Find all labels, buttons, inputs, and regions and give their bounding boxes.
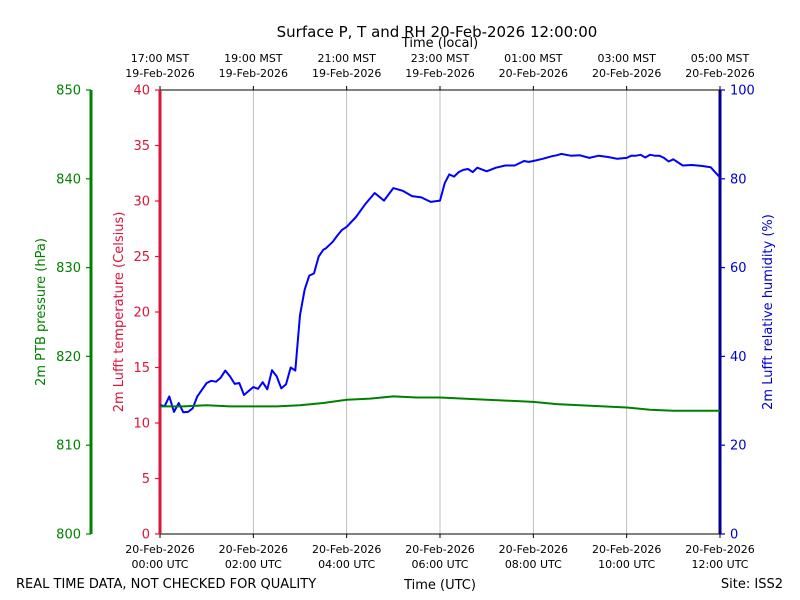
temperature-tick-label: 35 [133, 139, 150, 154]
top-tick-time: 17:00 MST [131, 52, 190, 65]
bottom-tick-date: 20-Feb-2026 [125, 543, 194, 556]
top-tick-time: 21:00 MST [317, 52, 376, 65]
pressure-tick-label: 800 [56, 528, 81, 543]
temperature-tick-label: 25 [133, 250, 150, 265]
top-time-axis: 17:00 MST 19-Feb-2026 19:00 MST 19-Feb-2026… [125, 52, 755, 90]
bottom-tick-date: 20-Feb-2026 [499, 543, 568, 556]
top-tick-date: 19-Feb-2026 [312, 67, 381, 80]
pressure-tick-label: 850 [56, 84, 81, 99]
chart-title: Surface P, T and RH 20-Feb-2026 12:00:00 [277, 23, 598, 41]
temperature-tick-label: 20 [133, 306, 150, 321]
temperature-tick-label: 10 [133, 417, 150, 432]
temperature-tick-label: 40 [133, 84, 150, 99]
bottom-tick-date: 20-Feb-2026 [219, 543, 288, 556]
top-tick-date: 19-Feb-2026 [125, 67, 194, 80]
bottom-tick-time: 10:00 UTC [598, 558, 655, 571]
bottom-tick-date: 20-Feb-2026 [312, 543, 381, 556]
pressure-tick-label: 810 [56, 439, 81, 454]
pressure-axis-label: 2m PTB pressure (hPa) [34, 238, 49, 386]
temperature-tick-label: 5 [142, 472, 150, 487]
humidity-tick-label: 100 [730, 84, 755, 99]
top-tick-date: 20-Feb-2026 [499, 67, 568, 80]
pressure-tick-label: 840 [56, 172, 81, 187]
top-tick-date: 20-Feb-2026 [685, 67, 754, 80]
bottom-tick-time: 06:00 UTC [411, 558, 468, 571]
bottom-tick-time: 08:00 UTC [505, 558, 562, 571]
humidity-axis-label: 2m Lufft relative humidity (%) [761, 214, 776, 410]
top-tick-time: 01:00 MST [504, 52, 563, 65]
top-tick-date: 19-Feb-2026 [405, 67, 474, 80]
humidity-tick-label: 40 [730, 350, 747, 365]
temperature-series-line [160, 395, 720, 412]
pressure-axis: 800 810 820 830 840 850 [56, 84, 91, 543]
quality-disclaimer: REAL TIME DATA, NOT CHECKED FOR QUALITY [16, 577, 316, 592]
bottom-tick-date: 20-Feb-2026 [685, 543, 754, 556]
humidity-axis: 0 20 40 60 80 100 [720, 84, 755, 543]
humidity-tick-label: 0 [730, 528, 738, 543]
bottom-tick-time: 02:00 UTC [225, 558, 282, 571]
top-tick-time: 05:00 MST [691, 52, 750, 65]
top-tick-time: 03:00 MST [597, 52, 656, 65]
temperature-axis: 0 5 10 15 20 25 30 35 40 [133, 84, 160, 543]
pressure-tick-label: 820 [56, 350, 81, 365]
temperature-axis-label: 2m Lufft temperature (Celsius) [112, 212, 127, 413]
x-axis-title: Time (UTC) [403, 578, 476, 593]
series-group [159, 152, 721, 414]
humidity-tick-label: 80 [730, 172, 747, 187]
humidity-series-line [159, 152, 721, 414]
bottom-tick-time: 12:00 UTC [691, 558, 748, 571]
top-tick-time: 19:00 MST [224, 52, 283, 65]
top-tick-date: 20-Feb-2026 [592, 67, 661, 80]
temperature-tick-label: 15 [133, 361, 150, 376]
top-tick-date: 19-Feb-2026 [219, 67, 288, 80]
bottom-tick-time: 00:00 UTC [131, 558, 188, 571]
vertical-grid [252, 90, 628, 534]
temperature-tick-label: 0 [142, 528, 150, 543]
bottom-tick-time: 04:00 UTC [318, 558, 375, 571]
top-tick-time: 23:00 MST [411, 52, 470, 65]
bottom-tick-date: 20-Feb-2026 [592, 543, 661, 556]
top-axis-title: Time (local) [401, 36, 478, 51]
bottom-time-axis: 20-Feb-2026 00:00 UTC 20-Feb-2026 02:00 UTC… [125, 534, 755, 571]
temperature-tick-label: 30 [133, 195, 150, 210]
bottom-tick-date: 20-Feb-2026 [405, 543, 474, 556]
humidity-tick-label: 60 [730, 261, 747, 276]
humidity-tick-label: 20 [730, 439, 747, 454]
pressure-tick-label: 830 [56, 261, 81, 276]
site-label: Site: ISS2 [721, 577, 783, 592]
